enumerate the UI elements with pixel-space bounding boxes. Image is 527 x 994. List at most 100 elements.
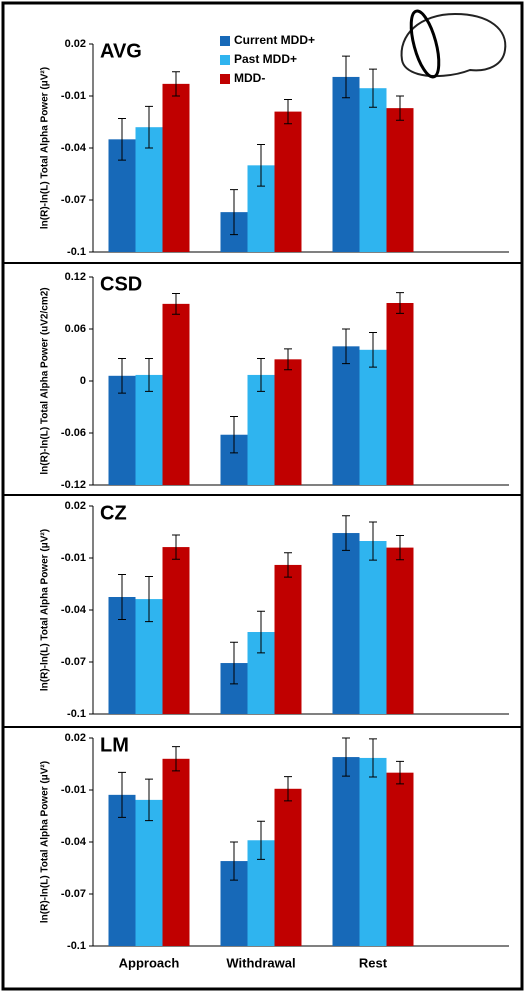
bar	[108, 794, 136, 946]
bar	[332, 757, 360, 946]
panel-title: LM	[100, 734, 129, 756]
panel-title: CSD	[100, 273, 142, 295]
y-tick-label: -0.06	[61, 427, 86, 439]
error-bar	[369, 521, 377, 561]
error-bar	[257, 610, 265, 654]
legend-label: Current MDD+	[234, 33, 315, 47]
error-bar	[342, 55, 350, 99]
error-bar	[396, 292, 404, 314]
x-tick-label: Withdrawal	[226, 955, 295, 970]
bar	[332, 533, 360, 714]
y-tick-label: -0.04	[61, 836, 87, 848]
error-bar	[172, 746, 180, 772]
y-tick-label: -0.04	[61, 604, 87, 616]
y-tick-label: -0.1	[67, 940, 86, 952]
error-bar	[145, 576, 153, 623]
y-tick-label: -0.1	[67, 708, 86, 720]
x-tick-label: Approach	[119, 955, 180, 970]
x-tick-label: Rest	[359, 955, 388, 970]
y-axis-label: ln(R)-ln(L) Total Alpha Power (μV²)	[40, 529, 51, 691]
error-bar	[172, 71, 180, 97]
error-bar	[396, 95, 404, 121]
y-tick-label: -0.07	[61, 656, 86, 668]
error-bar	[145, 105, 153, 149]
y-tick-label: -0.12	[61, 479, 86, 491]
y-tick-label: 0.02	[65, 732, 86, 744]
bar	[359, 88, 387, 252]
y-tick-label: -0.1	[67, 246, 86, 258]
bar	[386, 303, 414, 485]
error-bar	[145, 357, 153, 392]
bar	[135, 374, 163, 485]
error-bar	[230, 841, 238, 881]
y-tick-label: -0.04	[61, 142, 87, 154]
error-bar	[118, 573, 126, 621]
bar	[332, 346, 360, 485]
brain-inset	[400, 9, 507, 79]
legend-label: Past MDD+	[234, 52, 297, 66]
bar	[274, 788, 302, 946]
error-bar	[284, 552, 292, 578]
error-bar	[284, 776, 292, 802]
y-tick-label: -0.07	[61, 888, 86, 900]
bar	[274, 564, 302, 714]
bar	[359, 349, 387, 485]
bar	[162, 758, 190, 946]
error-bar	[172, 534, 180, 560]
bar	[108, 375, 136, 485]
y-tick-label: -0.07	[61, 194, 86, 206]
bar	[332, 76, 360, 252]
y-tick-label: 0	[80, 375, 86, 387]
error-bar	[342, 328, 350, 365]
error-bar	[257, 144, 265, 187]
error-bar	[145, 778, 153, 822]
error-bar	[369, 738, 377, 778]
bar	[162, 83, 190, 252]
y-tick-label: 0.06	[65, 323, 86, 335]
legend-swatch	[220, 55, 230, 65]
bar	[274, 111, 302, 252]
error-bar	[396, 760, 404, 785]
legend-swatch	[220, 36, 230, 46]
error-bar	[257, 357, 265, 392]
legend-swatch	[220, 74, 230, 84]
error-bar	[118, 118, 126, 161]
error-bar	[118, 771, 126, 818]
y-tick-label: -0.01	[61, 90, 86, 102]
bar	[359, 757, 387, 946]
y-tick-label: -0.01	[61, 552, 86, 564]
bar	[386, 108, 414, 252]
y-axis-label: ln(R)-ln(L) Total Alpha Power (uV2/cm2)	[40, 287, 51, 474]
error-bar	[369, 331, 377, 368]
panel-title: CZ	[100, 502, 127, 524]
error-bar	[118, 357, 126, 394]
error-bar	[230, 641, 238, 685]
error-bar	[172, 292, 180, 315]
bar	[247, 374, 275, 485]
panel-title: AVG	[100, 40, 142, 62]
bar	[162, 547, 190, 714]
error-bar	[342, 515, 350, 551]
bar	[386, 547, 414, 714]
y-axis-label: ln(R)-ln(L) Total Alpha Power (μV²)	[40, 67, 51, 229]
error-bar	[284, 348, 292, 371]
y-tick-label: -0.01	[61, 784, 86, 796]
error-bar	[284, 98, 292, 125]
y-axis-label: ln(R)-ln(L) Total Alpha Power (μV²)	[40, 761, 51, 923]
bar	[274, 359, 302, 485]
y-tick-label: 0.02	[65, 500, 86, 512]
legend-label: MDD-	[234, 71, 265, 85]
y-tick-label: 0.12	[65, 271, 86, 283]
error-bar	[257, 820, 265, 860]
error-bar	[369, 68, 377, 108]
bar	[386, 772, 414, 946]
bar	[162, 303, 190, 485]
error-bar	[342, 737, 350, 777]
bar	[359, 541, 387, 714]
bar	[135, 799, 163, 946]
error-bar	[230, 416, 238, 454]
error-bar	[230, 189, 238, 236]
error-bar	[396, 534, 404, 561]
y-tick-label: 0.02	[65, 38, 86, 50]
